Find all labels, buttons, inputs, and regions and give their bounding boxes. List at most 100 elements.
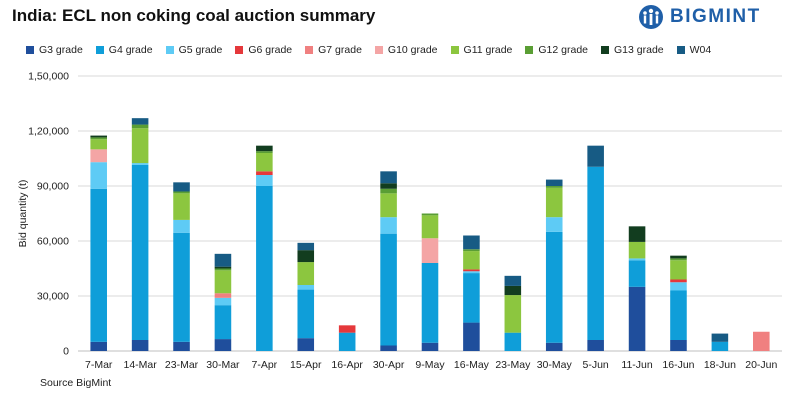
x-tick-label: 14-Mar [123, 359, 157, 371]
legend-label: G3 grade [39, 44, 83, 56]
bar-segment [670, 255, 687, 259]
bar-segment [214, 253, 232, 267]
legend-item: G13 grade [601, 44, 664, 56]
bar-segment [380, 171, 397, 184]
bar-segment [90, 149, 107, 163]
bar-segment [214, 339, 232, 351]
bar-segment [297, 242, 315, 251]
bar-segment [297, 338, 315, 351]
legend-item: G4 grade [95, 44, 153, 56]
legend-swatch [305, 46, 314, 54]
x-tick-label: 11-Jun [621, 359, 652, 371]
bar-segment [90, 341, 107, 351]
x-tick-label: 16-Jun [662, 359, 694, 371]
bar-segment [90, 162, 107, 189]
bar-segment [711, 333, 729, 342]
bar-segment [214, 268, 232, 271]
bar-segment [173, 191, 190, 194]
bar-segment [545, 186, 563, 188]
bar-segment [628, 286, 646, 351]
bar-segment [131, 118, 149, 125]
bar-segment [90, 137, 107, 140]
legend-swatch [26, 46, 34, 54]
legend-item: G5 grade [165, 44, 223, 56]
bar-segment [711, 341, 729, 351]
bar-segment [173, 232, 190, 342]
x-tick-label: 30-Mar [206, 359, 240, 371]
legend-swatch [601, 46, 609, 54]
bar-segment [256, 175, 273, 186]
bar-segment [338, 325, 356, 333]
bar-segment [173, 341, 190, 351]
bar-segment [131, 124, 149, 129]
bar-segment [753, 331, 770, 351]
bar-segment [628, 241, 646, 259]
bar-segment [380, 183, 397, 189]
bar-segment [131, 340, 149, 351]
bar-segment [545, 217, 563, 232]
bar-segment [380, 188, 397, 194]
bar-segment [504, 285, 522, 296]
bar-segment [463, 322, 480, 351]
bar-segment [628, 258, 646, 261]
legend-item: G6 grade [235, 44, 292, 56]
x-tick-label: 7-Apr [252, 359, 278, 371]
bar-segment [256, 151, 273, 153]
x-tick-label: 30-Apr [373, 359, 405, 371]
bar-segment [90, 135, 107, 138]
bar-segment [173, 219, 190, 233]
bar-segment [131, 164, 149, 340]
x-tick-label: 30-May [537, 359, 573, 371]
legend-label: G4 grade [108, 44, 153, 56]
bar-segment [421, 215, 439, 239]
bar-segment [421, 263, 439, 343]
bar-segment [256, 145, 273, 152]
bar-segment [504, 295, 522, 333]
bar-segment [380, 345, 397, 351]
bar-segment [670, 260, 687, 280]
bar-segment [90, 188, 107, 342]
bar-segment [421, 342, 439, 351]
y-tick-label: 90,000 [37, 181, 69, 193]
y-tick-label: 1,50,000 [28, 71, 69, 83]
bigmint-logo: BIGMINT [636, 4, 761, 30]
chart-title: India: ECL non coking coal auction summa… [12, 6, 376, 25]
bar-segment [587, 166, 604, 340]
legend-label: G5 grade [178, 44, 223, 56]
x-tick-label: 9-May [415, 359, 445, 371]
bar-segment [587, 340, 604, 351]
legend-swatch [374, 46, 383, 54]
bar-segment [338, 332, 356, 351]
bar-segment [545, 342, 563, 351]
bar-segment [421, 213, 439, 216]
bar-segment [297, 262, 315, 285]
legend-label: G6 grade [248, 44, 293, 56]
bar-segment [545, 231, 563, 343]
bar-segment [463, 269, 480, 272]
legend-swatch [165, 46, 174, 54]
legend-label: G12 grade [538, 44, 588, 56]
y-tick-label: 0 [63, 346, 69, 358]
bar-segment [131, 128, 149, 164]
bar-segment [421, 238, 439, 263]
legend-item: G3 grade [26, 44, 83, 56]
y-tick-label: 30,000 [37, 291, 69, 303]
legend-label: G7 grade [318, 44, 362, 56]
bar-segment [545, 179, 563, 186]
y-axis-label: Bid quantity (t) [17, 180, 29, 248]
bar-segment [297, 250, 315, 263]
bar-segment [463, 271, 480, 274]
bar-segment [670, 258, 687, 261]
bar-segment [670, 279, 687, 283]
legend-item: G12 grade [525, 44, 588, 56]
chart-legend: G3 grade G4 grade G5 grade G6 grade G7 grade… [26, 44, 724, 56]
x-tick-label: 23-Mar [165, 359, 199, 371]
legend-swatch [525, 46, 534, 54]
x-tick-label: 16-Apr [331, 359, 363, 371]
legend-label: G11 grade [463, 44, 513, 56]
x-tick-label: 7-Mar [85, 359, 113, 371]
bar-segment [628, 226, 646, 242]
bigmint-logo-text: BIGMINT [670, 6, 761, 27]
bar-segment [670, 340, 687, 351]
bar-segment [504, 332, 522, 351]
